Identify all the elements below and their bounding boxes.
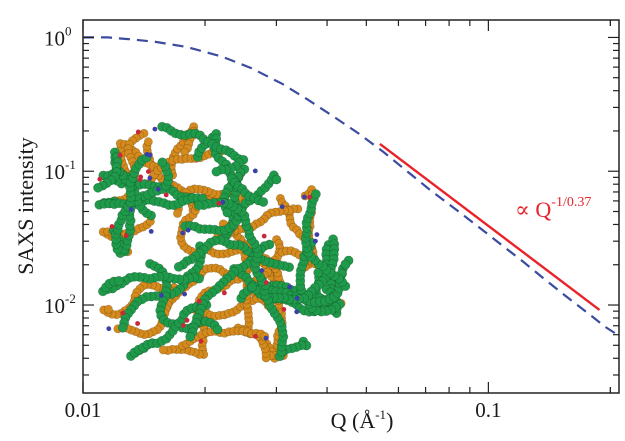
power-law-fit-line — [379, 142, 601, 311]
y-axis-title: SAXS intensity — [13, 137, 38, 275]
y-tick-label: 100 — [44, 23, 72, 50]
y-tick-label: 10-1 — [44, 157, 76, 184]
plot-frame — [82, 19, 620, 394]
x-tick-label: 0.01 — [65, 398, 102, 422]
y-tick-label: 10-2 — [44, 291, 76, 318]
protein-molecule-image — [93, 121, 354, 363]
axis-ticks — [82, 20, 619, 393]
y-tick-labels: 100 10-1 10-2 — [44, 23, 76, 318]
x-tick-labels: 0.01 0.1 — [65, 398, 502, 422]
plot-series — [83, 36, 620, 337]
x-axis-title: Q (Å-1) — [331, 407, 394, 433]
power-law-annotation: ∝ Q-1/0.37 — [515, 195, 591, 222]
molecule-green-chains — [93, 121, 354, 362]
saxs-curve-dashed — [83, 36, 620, 337]
molecule-joints — [97, 126, 320, 344]
x-tick-label: 0.1 — [475, 398, 501, 422]
